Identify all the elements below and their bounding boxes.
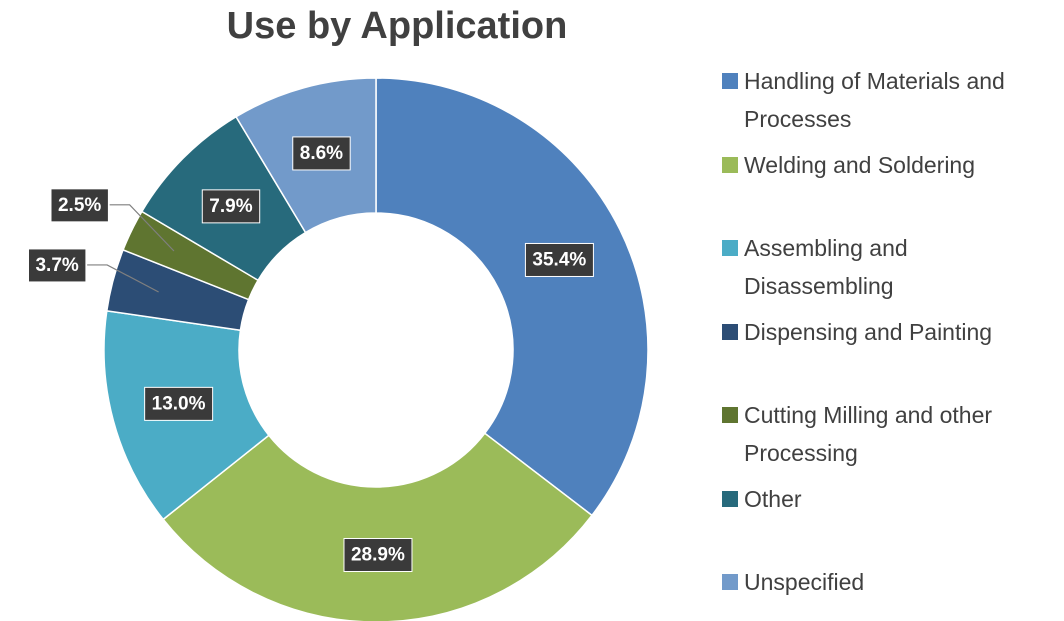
data-label: 35.4% (532, 249, 586, 270)
legend-entry: Cutting Milling and other Processing (722, 396, 1060, 472)
data-label: 2.5% (58, 195, 101, 216)
legend: Handling of Materials and Processes Weldi… (722, 0, 1062, 621)
data-label-box (201, 189, 261, 224)
legend-label: Handling of Materials and Processes (744, 68, 1005, 132)
data-label-box (524, 242, 594, 277)
data-label-box (292, 136, 351, 171)
legend-swatch (722, 323, 738, 340)
data-label: 13.0% (152, 393, 206, 414)
donut-slice (375, 77, 649, 517)
legend-label: Cutting Milling and other Processing (744, 402, 993, 466)
donut-slice (162, 432, 594, 621)
legend-label: Unspecified (744, 569, 865, 595)
legend-entry: Dispensing and Painting (722, 313, 1060, 351)
leader-line (109, 204, 175, 252)
chart-title: Use by Application (227, 5, 568, 47)
data-label: 3.7% (35, 255, 78, 276)
data-label: 7.9% (209, 196, 252, 217)
legend-label: Assembling and Disassembling (744, 235, 908, 299)
legend-swatch (722, 240, 738, 256)
legend-entry: Welding and Soldering (722, 146, 1060, 184)
legend-swatch (722, 407, 738, 423)
legend-entry: Other (722, 480, 1060, 518)
data-label: 8.6% (300, 143, 343, 164)
data-label-box (343, 538, 413, 573)
data-label-box (144, 386, 214, 421)
legend-entry: Assembling and Disassembling (722, 229, 1060, 305)
legend-swatch (722, 73, 738, 89)
legend-label: Welding and Soldering (744, 151, 976, 178)
legend-label: Other (744, 485, 802, 512)
legend-label: Dispensing and Painting (744, 318, 993, 345)
legend-swatch (722, 490, 738, 507)
data-label-box (50, 188, 109, 223)
data-label-box (27, 248, 87, 283)
data-label: 28.9% (351, 545, 405, 566)
legend-entry: Handling of Materials and Processes (722, 62, 1060, 138)
legend-entry: Unspecified (722, 563, 1060, 601)
leader-line (87, 264, 159, 293)
legend-swatch (722, 156, 738, 173)
legend-swatch (722, 574, 738, 590)
